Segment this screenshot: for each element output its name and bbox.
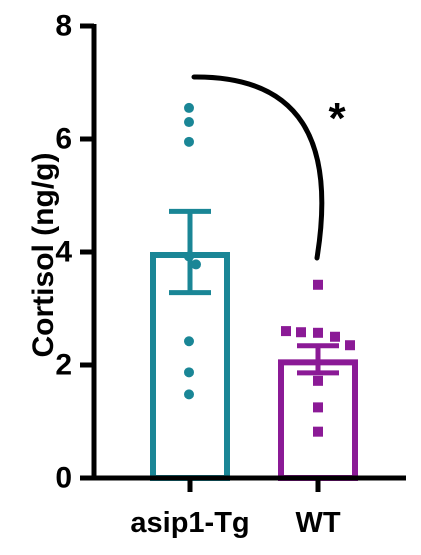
x-tick-label-asip1-Tg: asip1-Tg [130,507,249,539]
point-WT-1 [281,326,291,337]
point-WT-4 [330,331,340,342]
bars-group [150,252,358,482]
y-tick-label-0: 0 [55,462,72,495]
points-group [184,102,355,437]
point-WT-7 [313,402,323,413]
x-tick-label-WT: WT [295,507,340,539]
axes-group [91,24,406,481]
point-asip1-Tg-3 [184,251,194,262]
y-axis-title: Cortisol (ng/g) [27,153,60,358]
point-WT-2 [296,327,306,338]
y-ticks-group: 0 2 4 6 8 [55,10,94,495]
point-asip1-Tg-2 [184,136,194,147]
y-tick-label-6: 6 [55,123,72,156]
point-asip1-Tg-6 [184,367,194,378]
point-WT-0 [313,279,323,290]
annotation-group: * [191,74,346,261]
significance-arc [191,74,325,261]
point-WT-3 [313,327,323,338]
point-asip1-Tg-7 [184,389,194,400]
y-tick-label-4: 4 [55,236,72,269]
point-WT-6 [313,375,323,386]
y-tick-label-8: 8 [55,10,72,43]
significance-star: * [328,94,346,143]
x-tick-labels-group: asip1-Tg WT [130,478,341,539]
point-WT-5 [345,340,355,351]
point-asip1-Tg-4 [191,259,201,270]
y-tick-label-2: 2 [55,349,72,382]
point-asip1-Tg-5 [184,336,194,347]
error-bars-group [169,208,339,376]
point-WT-8 [313,426,323,437]
point-asip1-Tg-0 [184,102,194,113]
point-asip1-Tg-1 [184,117,194,128]
